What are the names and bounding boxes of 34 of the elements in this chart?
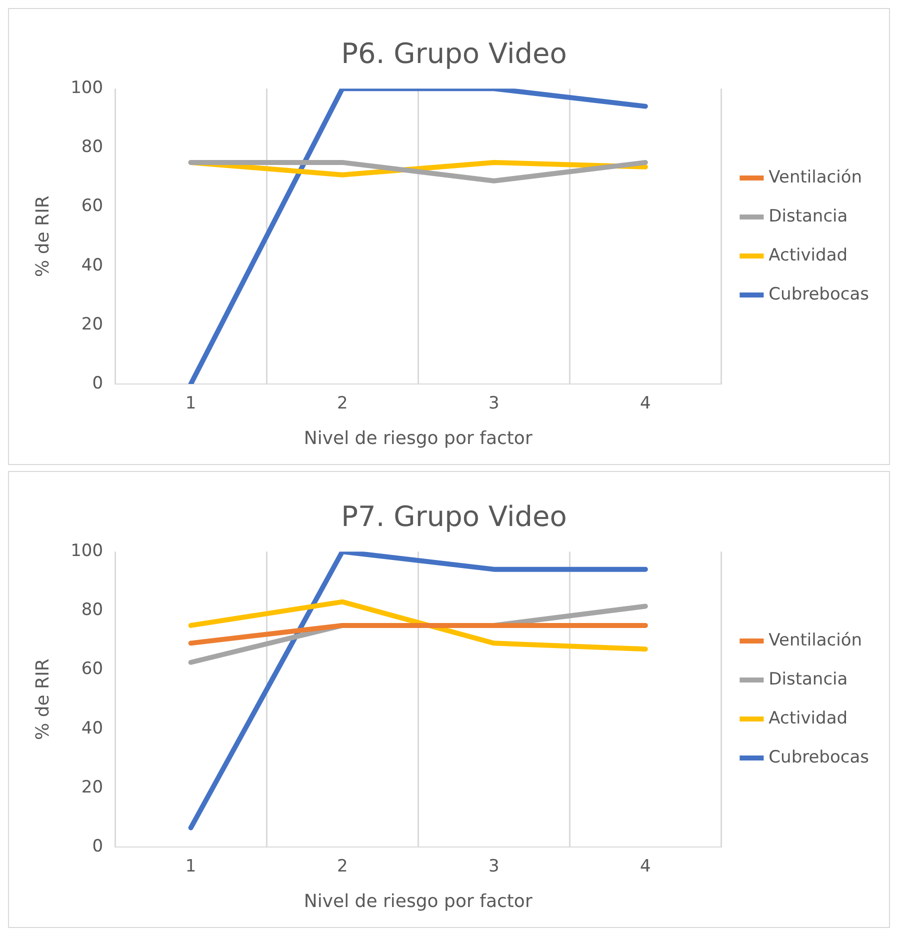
y-tick-label: 60 xyxy=(81,196,104,216)
legend-label: Ventilación xyxy=(768,630,862,650)
x-tick-label: 1 xyxy=(185,394,196,414)
x-tick-label: 4 xyxy=(640,856,651,877)
chart-title: P7. Grupo Video xyxy=(341,500,567,534)
y-axis-title: % de RIR xyxy=(32,658,54,740)
y-tick-label: 60 xyxy=(81,659,104,680)
x-tick-label: 1 xyxy=(185,856,196,877)
y-tick-label: 80 xyxy=(81,137,104,158)
x-tick-label: 4 xyxy=(640,394,651,414)
x-axis-title: Nivel de riesgo por factor xyxy=(304,890,533,912)
x-tick-label: 2 xyxy=(336,394,348,414)
x-tick-label: 3 xyxy=(488,856,500,877)
x-tick-label: 3 xyxy=(488,394,500,414)
legend-label: Distancia xyxy=(768,206,848,226)
legend-label: Cubrebocas xyxy=(768,284,870,304)
y-tick-label: 40 xyxy=(81,718,104,738)
y-tick-label: 100 xyxy=(70,541,104,562)
legend-label: Ventilación xyxy=(768,167,862,188)
y-tick-label: 80 xyxy=(81,600,104,620)
y-tick-label: 20 xyxy=(81,777,104,798)
y-tick-label: 0 xyxy=(92,373,104,394)
x-tick-label: 2 xyxy=(336,856,348,877)
x-axis-title: Nivel de riesgo por factor xyxy=(304,428,533,449)
legend-label: Actividad xyxy=(768,245,848,266)
legend-label: Actividad xyxy=(768,708,848,728)
chart-title: P6. Grupo Video xyxy=(341,37,567,70)
legend-label: Distancia xyxy=(768,669,848,690)
y-tick-label: 20 xyxy=(81,314,104,334)
y-axis-title: % de RIR xyxy=(32,196,54,277)
y-tick-label: 40 xyxy=(81,255,104,276)
legend-label: Cubrebocas xyxy=(768,747,870,768)
y-tick-label: 0 xyxy=(92,836,104,856)
y-tick-label: 100 xyxy=(70,78,104,98)
